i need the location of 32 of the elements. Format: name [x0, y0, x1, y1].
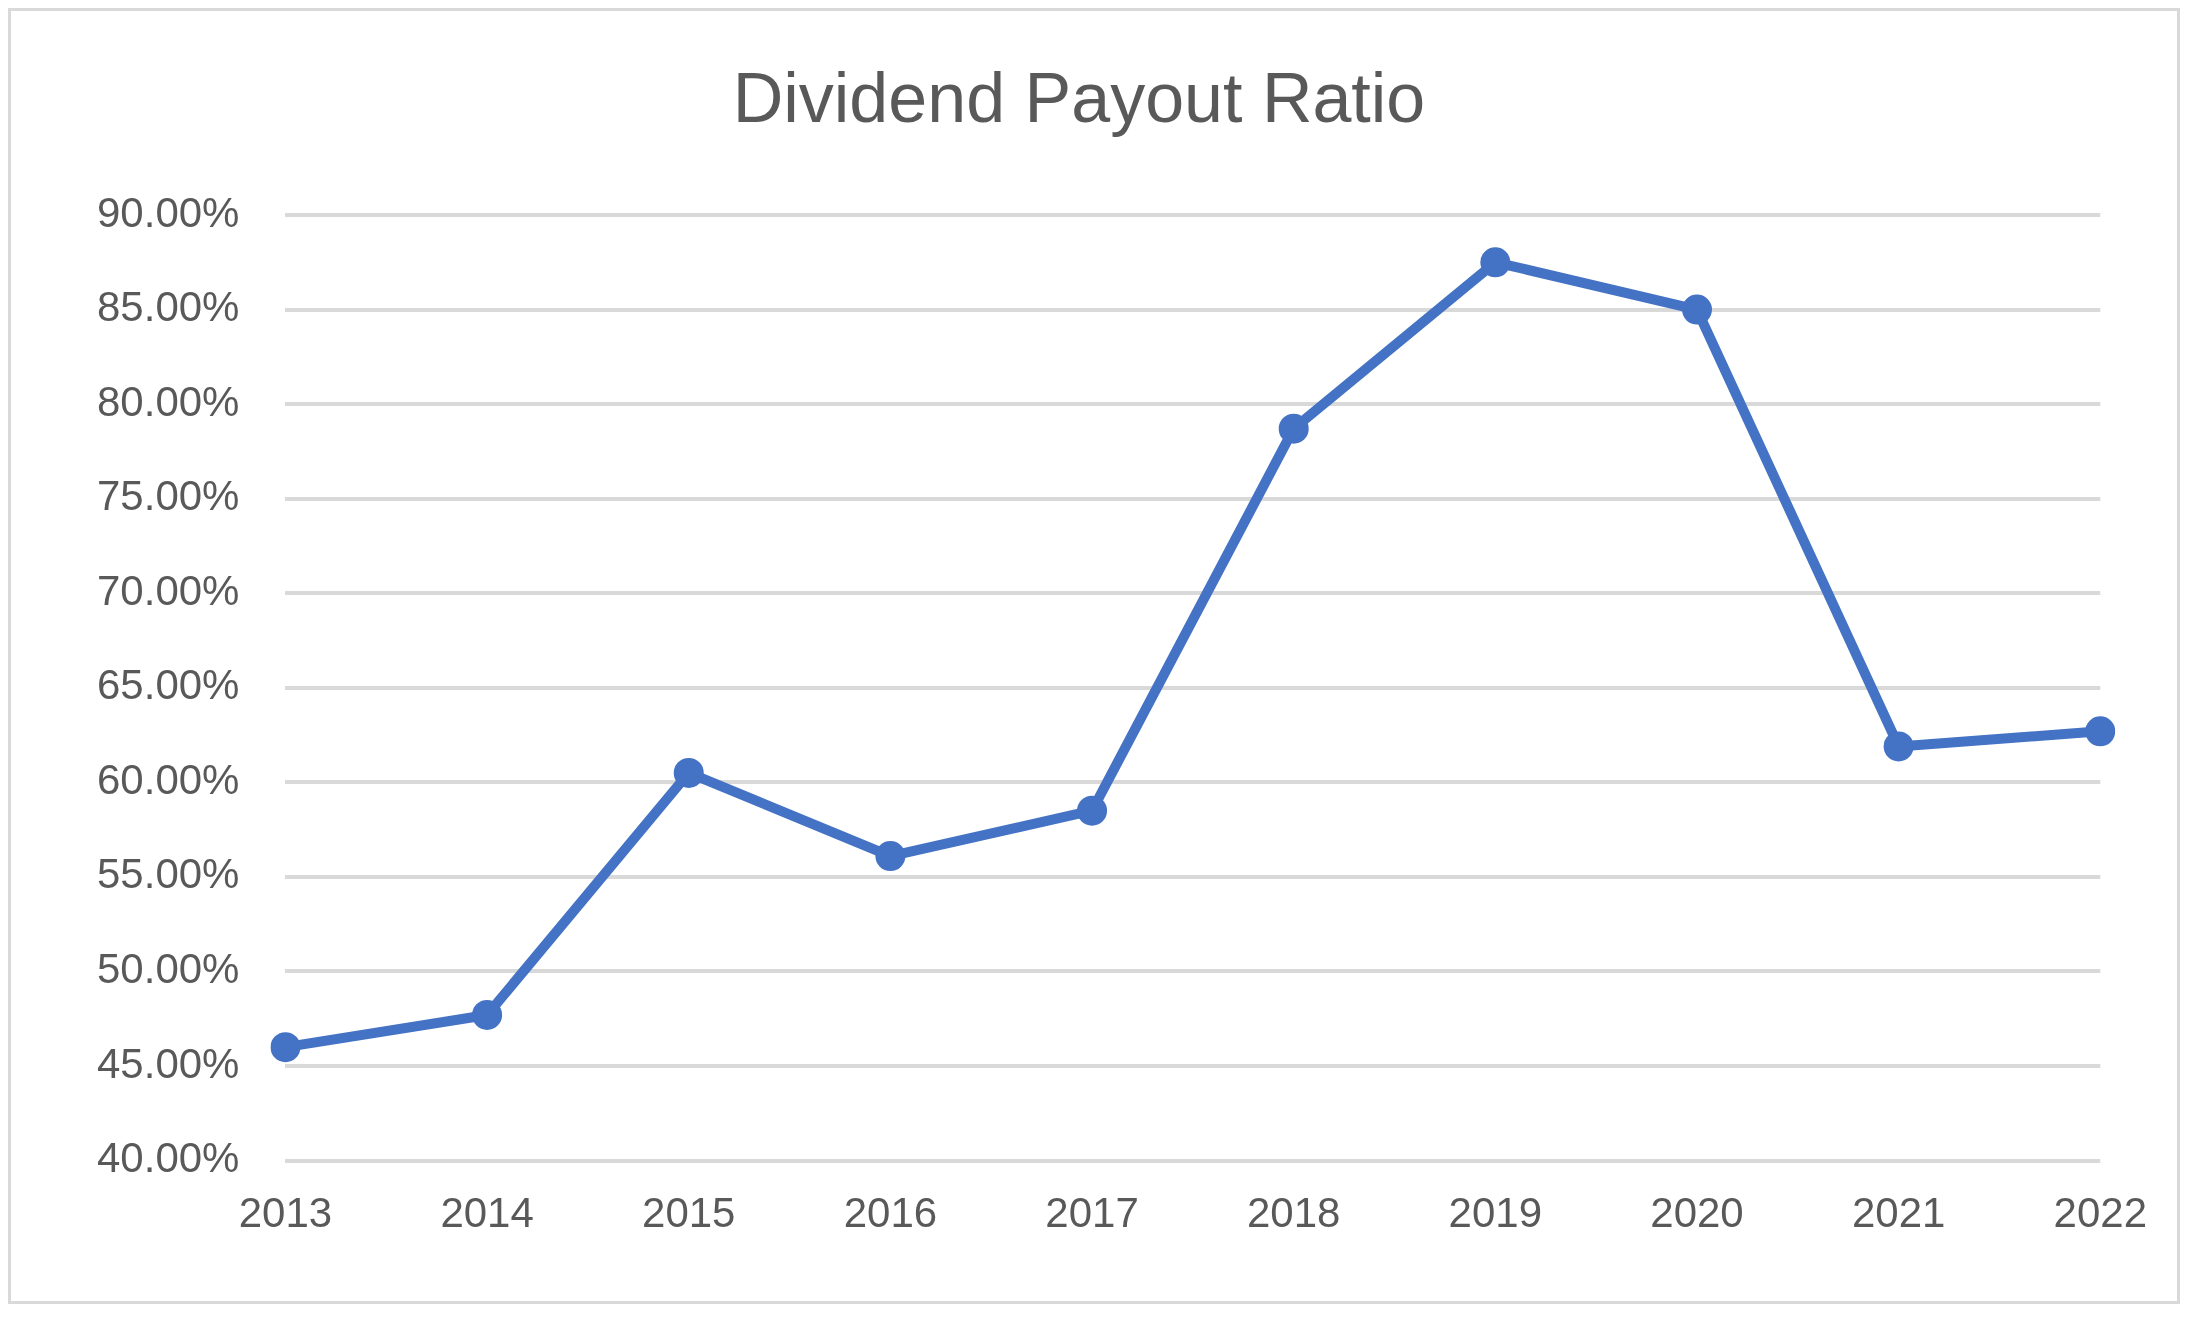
- point: [673, 757, 704, 788]
- point: [1681, 294, 1712, 325]
- x-tick-label: 2019: [1448, 1189, 1543, 1237]
- x-tick-label: 2014: [440, 1189, 534, 1237]
- y-tick-label: 65.00%: [96, 661, 240, 709]
- point: [1278, 413, 1309, 444]
- y-tick-label: 55.00%: [96, 850, 240, 898]
- point: [1077, 795, 1108, 826]
- point: [270, 1032, 301, 1063]
- point: [2085, 716, 2116, 747]
- point: [1480, 247, 1511, 278]
- x-tick-label: 2020: [1650, 1189, 1744, 1237]
- y-tick-label: 85.00%: [96, 283, 240, 331]
- y-tick-label: 50.00%: [96, 945, 240, 993]
- x-tick-label: 2015: [642, 1189, 736, 1237]
- x-tick-label: 2013: [238, 1189, 333, 1237]
- y-tick-label: 70.00%: [96, 566, 240, 614]
- x-tick-label: 2017: [1045, 1189, 1139, 1237]
- x-tick-label: 2018: [1246, 1189, 1341, 1237]
- point: [1883, 731, 1914, 762]
- chart-title: Dividend Payout Ratio: [732, 59, 1426, 138]
- x-tick-label: 2021: [1851, 1189, 1946, 1237]
- y-tick-label: 90.00%: [96, 188, 240, 236]
- y-tick-label: 40.00%: [96, 1134, 240, 1182]
- y-tick-label: 60.00%: [96, 755, 240, 803]
- y-tick-label: 75.00%: [96, 472, 240, 520]
- point: [472, 999, 503, 1030]
- y-tick-label: 80.00%: [96, 377, 240, 425]
- y-tick-label: 45.00%: [96, 1039, 240, 1087]
- x-tick-label: 2016: [843, 1189, 938, 1237]
- point: [875, 841, 906, 872]
- x-tick-label: 2022: [2053, 1189, 2147, 1237]
